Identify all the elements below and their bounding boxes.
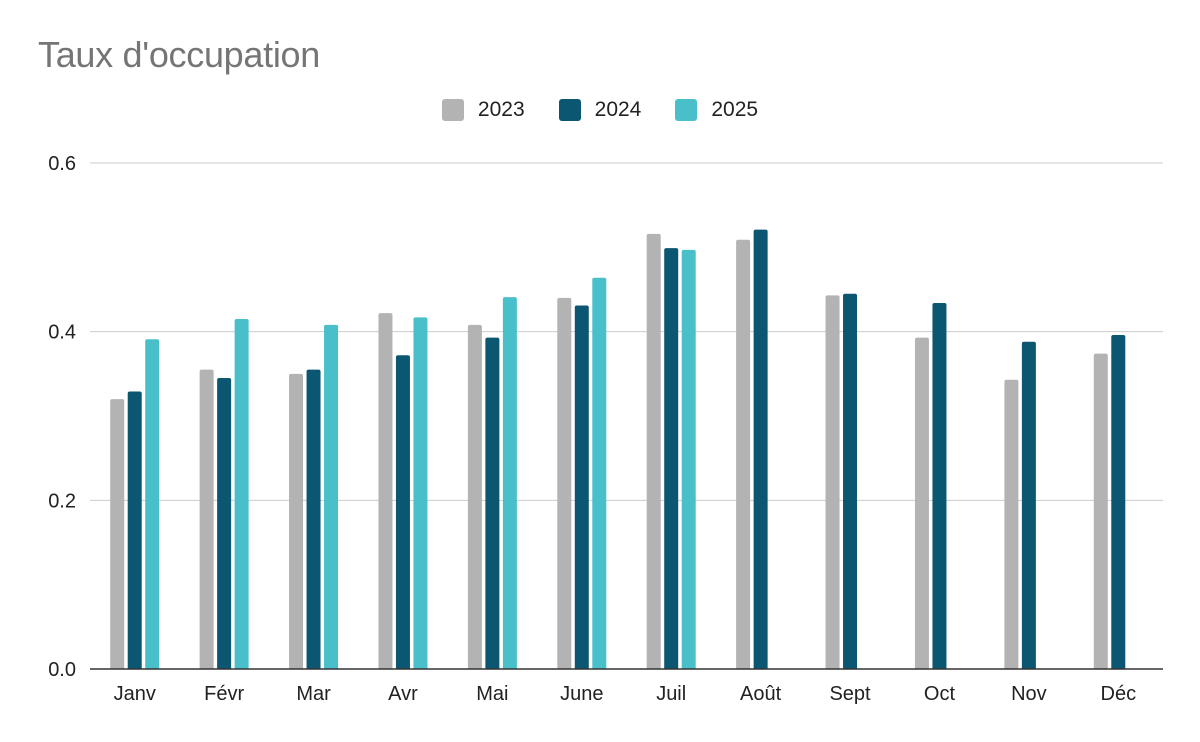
x-tick-label: Févr <box>204 683 244 705</box>
bar-2024-Oct <box>932 302 947 669</box>
bar-2023-Janv <box>110 399 125 669</box>
bar-2025-Avr <box>413 317 428 669</box>
bar-2023-Mai <box>467 324 482 669</box>
bar-2025-Juil <box>681 249 696 669</box>
bar-2025-Janv <box>145 339 160 669</box>
legend-label-2024: 2024 <box>594 98 642 121</box>
x-tick-label: June <box>560 683 603 705</box>
bar-2024-Mai <box>485 337 500 669</box>
legend-item-2024: 2024 <box>558 98 642 122</box>
bar-2023-Août <box>736 239 751 669</box>
x-tick-label: Déc <box>1101 683 1137 705</box>
legend-swatch-2023 <box>441 99 464 121</box>
legend-label-2023: 2023 <box>477 98 525 121</box>
x-tick-label: Avr <box>388 683 418 705</box>
bar-2023-Nov <box>1004 379 1019 669</box>
x-tick-label: Janv <box>114 683 156 705</box>
bar-2025-Mai <box>502 297 517 669</box>
bar-2025-Mar <box>324 324 339 669</box>
x-tick-label: Sept <box>829 683 871 705</box>
bar-2023-Juil <box>646 233 661 669</box>
bar-2025-June <box>592 277 607 669</box>
bar-2024-Déc <box>1111 335 1126 669</box>
legend: 2023 2024 2025 <box>0 98 1200 122</box>
x-tick-label: Juil <box>656 683 686 705</box>
bar-2024-June <box>574 305 589 669</box>
legend-label-2025: 2025 <box>711 98 759 121</box>
bar-2024-Avr <box>395 355 410 669</box>
legend-item-2023: 2023 <box>441 98 525 122</box>
y-tick-label: 0.2 <box>48 490 76 512</box>
bar-2024-Févr <box>217 378 232 669</box>
bar-2023-Févr <box>199 369 214 669</box>
bar-2023-Avr <box>378 313 393 669</box>
x-tick-label: Mar <box>296 683 331 705</box>
legend-item-2025: 2025 <box>675 98 758 122</box>
y-tick-label: 0.6 <box>48 153 76 175</box>
bar-2024-Mar <box>306 369 321 669</box>
x-tick-label: Nov <box>1011 683 1047 705</box>
bar-2025-Févr <box>234 319 249 669</box>
bar-2024-Juil <box>664 248 679 669</box>
y-tick-label: 0.0 <box>48 659 76 681</box>
bar-2023-Oct <box>914 337 929 669</box>
bar-2023-Déc <box>1093 353 1108 669</box>
chart-title: Taux d'occupation <box>38 34 320 75</box>
bar-2023-June <box>557 297 572 669</box>
bar-2024-Janv <box>127 391 142 669</box>
x-tick-label: Oct <box>924 683 956 705</box>
x-tick-label: Août <box>740 683 782 705</box>
legend-swatch-2025 <box>675 99 698 121</box>
legend-swatch-2024 <box>558 99 581 121</box>
bar-2024-Nov <box>1021 341 1036 669</box>
bar-2023-Mar <box>289 373 304 669</box>
bar-2024-Août <box>753 229 768 669</box>
bar-2024-Sept <box>843 293 858 669</box>
bar-2023-Sept <box>825 295 840 669</box>
y-tick-label: 0.4 <box>48 322 76 344</box>
x-tick-label: Mai <box>476 683 508 705</box>
